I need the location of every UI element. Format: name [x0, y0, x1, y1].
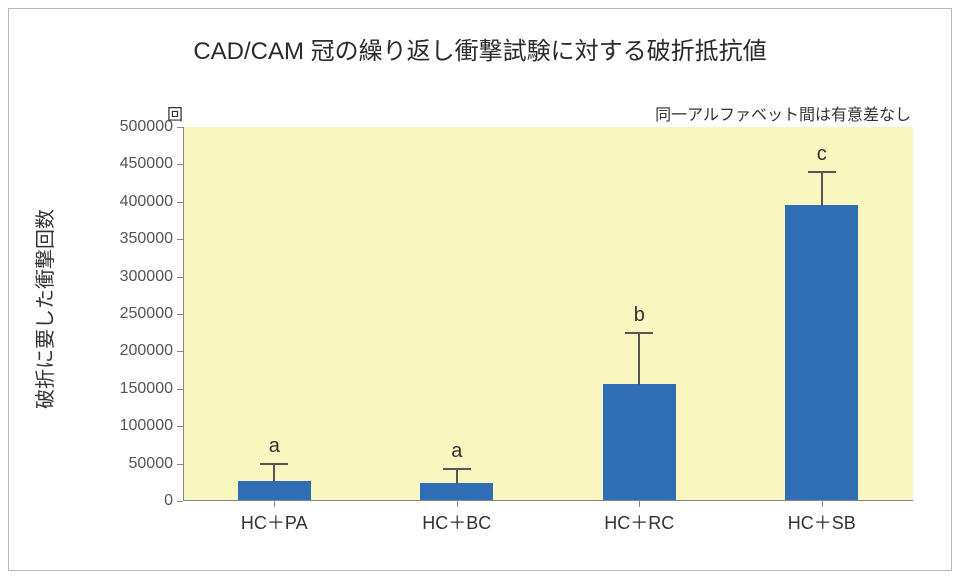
bar	[603, 384, 676, 500]
plot-area: 0500001000001500002000002500003000003500…	[183, 127, 913, 501]
x-tick-mark	[457, 501, 458, 507]
significance-letter: a	[451, 440, 462, 463]
y-tick-label: 250000	[120, 305, 183, 323]
error-bar-stem	[821, 172, 823, 206]
bar	[420, 483, 493, 500]
x-tick-mark	[639, 501, 640, 507]
chart-frame: CAD/CAM 冠の繰り返し衝撃試験に対する破折抵抗値 回 同一アルファベット間…	[8, 8, 952, 571]
y-tick-label: 400000	[120, 193, 183, 211]
error-bar-cap	[625, 332, 653, 334]
y-axis-label: 破折に要した衝撃回数	[29, 209, 58, 409]
x-tick-mark	[274, 501, 275, 507]
y-tick-label: 300000	[120, 268, 183, 286]
y-tick-label: 50000	[129, 455, 184, 473]
bar	[785, 205, 858, 500]
significance-note: 同一アルファベット間は有意差なし	[655, 101, 911, 125]
error-bar-cap	[443, 468, 471, 470]
x-tick-mark	[822, 501, 823, 507]
bar	[238, 481, 311, 500]
significance-letter: b	[634, 304, 645, 327]
y-tick-label: 0	[164, 492, 183, 510]
chart-title: CAD/CAM 冠の繰り返し衝撃試験に対する破折抵抗値	[9, 31, 951, 66]
y-tick-label: 150000	[120, 380, 183, 398]
y-tick-label: 100000	[120, 417, 183, 435]
error-bar-cap	[260, 463, 288, 465]
error-bar-stem	[456, 469, 458, 484]
y-tick-label: 450000	[120, 155, 183, 173]
y-tick-label: 200000	[120, 342, 183, 360]
error-bar-cap	[808, 171, 836, 173]
significance-letter: c	[817, 143, 827, 166]
error-bar-stem	[638, 333, 640, 385]
y-axis-line	[183, 127, 184, 501]
y-tick-label: 350000	[120, 230, 183, 248]
y-tick-label: 500000	[120, 118, 183, 136]
error-bar-stem	[273, 464, 275, 483]
significance-letter: a	[269, 435, 280, 458]
